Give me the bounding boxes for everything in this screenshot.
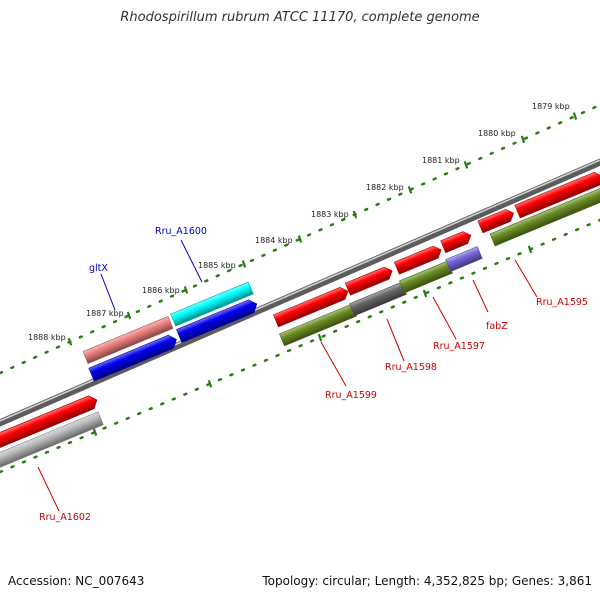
feature-red-forward-4 <box>440 231 472 254</box>
feature-red-forward-5 <box>477 209 515 234</box>
accession-label: Accession: NC_007643 <box>8 574 145 588</box>
gene-label-gltX: gltX <box>89 263 108 274</box>
scale-major-tick <box>126 311 132 320</box>
scale-label: 1883 kbp <box>311 210 349 219</box>
feature-green-Rru_A1597 <box>399 260 453 294</box>
callout-Rru_A1600 <box>180 239 203 283</box>
gene-label-Rru_A1599: Rru_A1599 <box>325 390 377 401</box>
scale-major-tick <box>407 186 413 194</box>
feature-silver-Rru_A1602 <box>0 411 104 469</box>
scale-major-tick <box>463 160 469 169</box>
gene-label-Rru_A1598: Rru_A1598 <box>385 362 437 373</box>
genome-title: Rhodospirillum rubrum ATCC 11170, comple… <box>120 10 480 25</box>
scale-lower-tick <box>207 379 213 388</box>
gene-label-Rru_A1597: Rru_A1597 <box>433 341 485 352</box>
callout-fabZ <box>472 279 489 313</box>
gene-label-Rru_A1595: Rru_A1595 <box>536 297 588 308</box>
feature-red-forward-3 <box>393 245 442 275</box>
scale-major-tick <box>183 286 189 294</box>
scale-label: 1880 kbp <box>478 129 516 138</box>
scale-major-tick <box>297 235 303 243</box>
scale-major-tick <box>67 337 73 346</box>
feature-red-Rru_A1602-pair <box>0 395 98 449</box>
scale-label: 1886 kbp <box>142 286 180 295</box>
scale-major-tick <box>352 210 358 219</box>
feature-green-Rru_A1595 <box>489 187 600 247</box>
scale-lower-tick <box>422 289 428 298</box>
callout-gltX <box>100 273 116 311</box>
scale-major-tick <box>572 112 578 121</box>
scale-major-tick <box>520 135 526 144</box>
scale-label: 1879 kbp <box>532 102 570 111</box>
feature-red-forward-2 <box>344 266 393 296</box>
gene-label-fabZ: fabZ <box>486 321 508 332</box>
scale-lower-tick <box>527 245 533 254</box>
scale-label: 1884 kbp <box>255 236 293 245</box>
scale-label: 1887 kbp <box>86 309 124 318</box>
feature-cyan-Rru_A1600 <box>170 281 254 327</box>
feature-blue-strand-1 <box>88 334 177 382</box>
callout-Rru_A1597 <box>432 296 457 340</box>
scale-track-lower <box>0 218 600 474</box>
scale-label: 1882 kbp <box>366 183 404 192</box>
callout-Rru_A1602 <box>37 466 60 512</box>
callout-Rru_A1595 <box>514 259 538 298</box>
gene-label-Rru_A1602: Rru_A1602 <box>39 512 91 523</box>
callout-Rru_A1599 <box>320 341 347 387</box>
gene-label-Rru_A1600: Rru_A1600 <box>155 226 207 237</box>
feature-pink-gltX <box>82 316 174 364</box>
scale-lower-tick <box>317 333 323 342</box>
genome-backbone <box>0 158 600 427</box>
scale-label: 1881 kbp <box>422 156 460 165</box>
feature-blue-strand-2 <box>176 299 258 343</box>
feature-purple-fabZ <box>445 246 483 272</box>
scale-major-tick <box>241 260 247 268</box>
scale-label: 1885 kbp <box>198 261 236 270</box>
scale-label: 1888 kbp <box>28 333 66 342</box>
feature-green-Rru_A1599 <box>279 303 357 347</box>
callout-Rru_A1598 <box>386 318 405 362</box>
scale-lower-tick <box>92 428 98 436</box>
feature-red-forward-6 <box>514 171 600 219</box>
genome-summary-label: Topology: circular; Length: 4,352,825 bp… <box>262 574 592 588</box>
feature-gray-Rru_A1598 <box>349 281 407 317</box>
feature-red-forward-1 <box>273 287 349 328</box>
